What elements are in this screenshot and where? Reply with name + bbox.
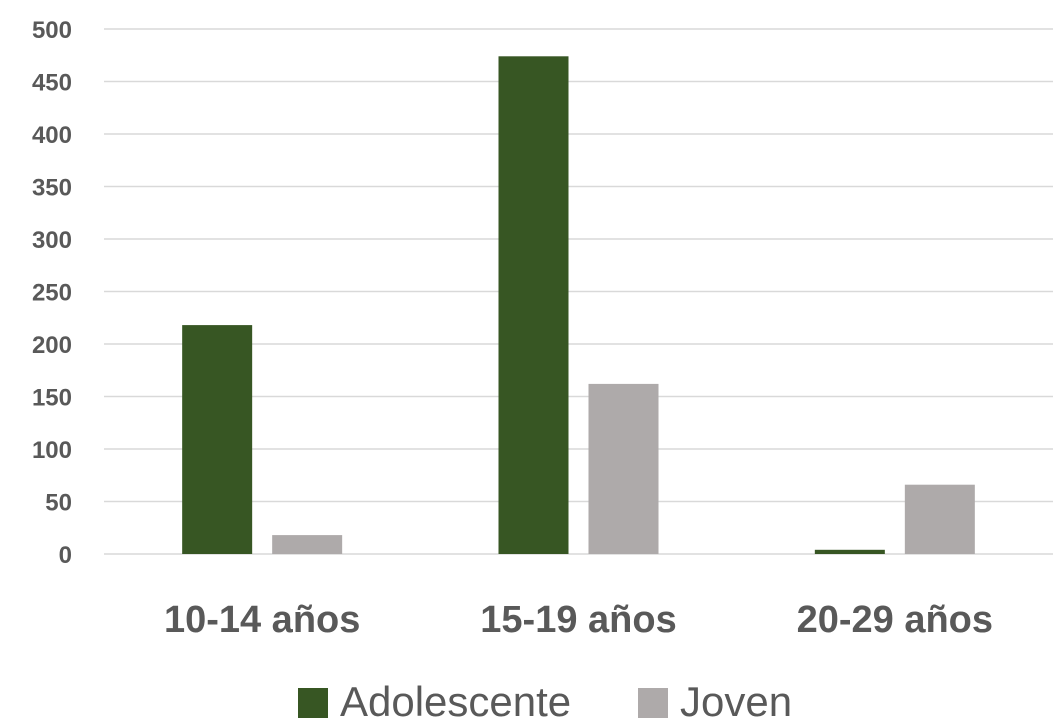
y-tick-label: 450 [32, 70, 72, 97]
bar-joven-3 [904, 484, 975, 554]
y-tick-label: 150 [32, 385, 72, 412]
y-tick-label: 200 [32, 332, 72, 359]
bar-joven-2 [588, 383, 659, 554]
y-tick-label: 100 [32, 437, 72, 464]
x-category-label: 10-14 años [164, 599, 360, 641]
x-category-label: 15-19 años [480, 599, 676, 641]
legend-item: Joven [638, 678, 792, 725]
y-tick-label: 300 [32, 227, 72, 254]
legend-label: Joven [680, 678, 792, 721]
bar-joven-1 [272, 535, 343, 554]
bar-adolescente-3 [814, 549, 885, 554]
legend-swatch [298, 688, 328, 718]
x-category-label: 20-29 años [797, 599, 993, 641]
gridlines [104, 28, 1053, 555]
x-axis-categories: 10-14 años 15-19 años 20-29 años [164, 599, 993, 641]
bars [182, 56, 975, 555]
bar-adolescente-2 [498, 56, 569, 555]
y-axis-ticks: 0 50 100 150 200 250 300 350 400 450 500 [32, 17, 72, 569]
bar-adolescente-1 [182, 325, 253, 554]
y-tick-label: 0 [59, 542, 72, 569]
y-tick-label: 400 [32, 122, 72, 149]
y-tick-label: 350 [32, 175, 72, 202]
legend-item: Adolescente [298, 678, 571, 725]
legend: Adolescente Joven [298, 678, 792, 725]
legend-swatch [638, 688, 668, 718]
legend-label: Adolescente [340, 678, 571, 721]
y-tick-label: 500 [32, 17, 72, 44]
y-tick-label: 50 [45, 490, 72, 517]
y-tick-label: 250 [32, 280, 72, 307]
